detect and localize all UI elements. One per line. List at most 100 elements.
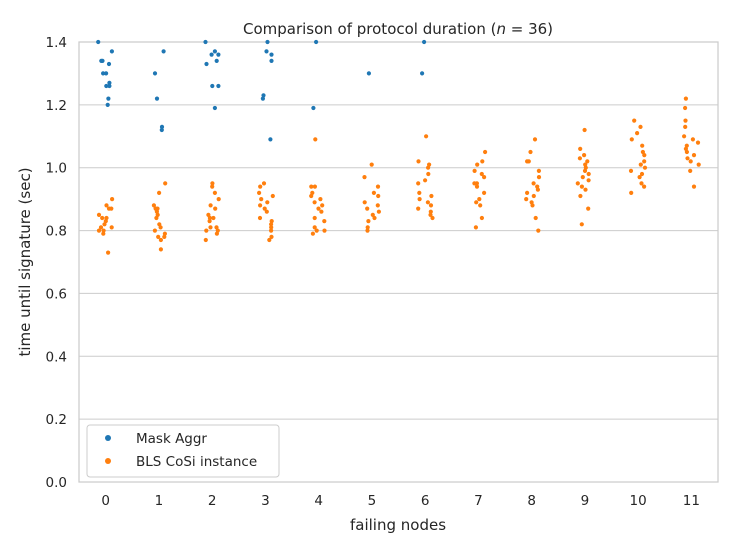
x-tick-label: 4 bbox=[314, 493, 323, 509]
point-bls-cosi bbox=[417, 197, 422, 202]
x-tick-label: 10 bbox=[630, 493, 647, 509]
point-mask-aggr bbox=[154, 96, 160, 101]
point-bls-cosi bbox=[156, 234, 161, 239]
point-mask-aggr bbox=[159, 124, 165, 129]
y-tick-label: 0.2 bbox=[46, 412, 67, 428]
point-bls-cosi bbox=[586, 206, 591, 211]
point-bls-cosi bbox=[314, 228, 319, 233]
point-bls-cosi bbox=[158, 237, 163, 243]
point-bls-cosi bbox=[312, 200, 317, 205]
point-bls-cosi bbox=[365, 225, 370, 230]
point-bls-cosi bbox=[258, 203, 263, 208]
point-bls-cosi bbox=[207, 219, 212, 224]
point-bls-cosi bbox=[375, 203, 380, 208]
point-bls-cosi bbox=[628, 168, 634, 173]
point-bls-cosi bbox=[369, 162, 374, 167]
point-bls-cosi bbox=[362, 200, 367, 205]
x-tick-label: 8 bbox=[527, 493, 536, 509]
point-bls-cosi bbox=[424, 134, 429, 139]
point-bls-cosi bbox=[162, 234, 167, 239]
point-bls-cosi bbox=[528, 149, 533, 155]
point-bls-cosi bbox=[375, 184, 381, 189]
title-suffix: = 36) bbox=[506, 20, 553, 38]
x-tick-label: 11 bbox=[683, 493, 700, 509]
point-bls-cosi bbox=[473, 225, 478, 230]
point-bls-cosi bbox=[371, 190, 376, 195]
point-bls-cosi bbox=[313, 137, 318, 142]
point-bls-cosi bbox=[639, 171, 645, 177]
point-bls-cosi bbox=[322, 219, 327, 224]
point-bls-cosi bbox=[635, 131, 640, 136]
chart-title: Comparison of protocol duration (n = 36) bbox=[243, 20, 553, 38]
point-bls-cosi bbox=[214, 225, 219, 230]
point-bls-cosi bbox=[682, 134, 687, 139]
point-mask-aggr bbox=[107, 80, 112, 85]
point-bls-cosi bbox=[640, 143, 645, 148]
y-tick-label: 0.6 bbox=[46, 286, 67, 302]
plot-frame bbox=[78, 41, 719, 483]
point-bls-cosi bbox=[322, 228, 327, 233]
point-bls-cosi bbox=[267, 237, 272, 243]
point-bls-cosi bbox=[154, 209, 159, 214]
point-bls-cosi bbox=[158, 225, 163, 230]
point-bls-cosi bbox=[213, 206, 218, 211]
point-mask-aggr bbox=[269, 58, 274, 64]
point-bls-cosi bbox=[101, 228, 106, 233]
point-mask-aggr bbox=[101, 71, 106, 76]
y-tick-label: 0.4 bbox=[46, 349, 67, 365]
point-bls-cosi bbox=[696, 162, 701, 167]
point-mask-aggr bbox=[99, 58, 104, 64]
point-bls-cosi bbox=[208, 203, 213, 208]
point-bls-cosi bbox=[318, 197, 323, 202]
x-tick-label: 9 bbox=[581, 493, 590, 509]
point-bls-cosi bbox=[365, 228, 370, 233]
point-mask-aggr bbox=[105, 102, 110, 107]
point-bls-cosi bbox=[211, 215, 216, 221]
point-bls-cosi bbox=[309, 184, 314, 189]
point-bls-cosi bbox=[365, 206, 370, 211]
point-bls-cosi bbox=[426, 165, 431, 170]
point-mask-aggr bbox=[212, 49, 217, 54]
point-bls-cosi bbox=[683, 124, 688, 129]
point-bls-cosi bbox=[101, 231, 106, 236]
point-bls-cosi bbox=[685, 156, 690, 161]
point-mask-aggr bbox=[159, 127, 164, 133]
point-bls-cosi bbox=[642, 159, 647, 164]
point-bls-cosi bbox=[535, 187, 541, 192]
point-bls-cosi bbox=[532, 137, 538, 142]
point-bls-cosi bbox=[269, 228, 274, 233]
point-bls-cosi bbox=[629, 190, 634, 195]
point-bls-cosi bbox=[417, 190, 422, 195]
x-tick-label: 0 bbox=[101, 493, 110, 509]
point-mask-aggr bbox=[260, 96, 265, 101]
point-bls-cosi bbox=[366, 219, 371, 224]
point-bls-cosi bbox=[472, 168, 477, 173]
point-mask-aggr bbox=[216, 83, 221, 89]
point-bls-cosi bbox=[158, 247, 163, 252]
point-mask-aggr bbox=[420, 71, 425, 76]
point-bls-cosi bbox=[524, 197, 529, 202]
point-bls-cosi bbox=[154, 215, 159, 221]
point-bls-cosi bbox=[269, 225, 274, 230]
point-bls-cosi bbox=[479, 215, 484, 221]
point-bls-cosi bbox=[204, 228, 209, 233]
point-bls-cosi bbox=[526, 159, 531, 164]
point-bls-cosi bbox=[106, 250, 111, 255]
legend-marker-mask-aggr bbox=[105, 435, 111, 441]
point-mask-aggr bbox=[106, 96, 111, 101]
point-bls-cosi bbox=[210, 181, 215, 186]
point-bls-cosi bbox=[257, 190, 262, 195]
point-bls-cosi bbox=[688, 168, 693, 173]
point-bls-cosi bbox=[684, 143, 689, 148]
point-bls-cosi bbox=[362, 175, 367, 180]
point-bls-cosi bbox=[578, 193, 583, 199]
point-bls-cosi bbox=[214, 231, 219, 236]
point-bls-cosi bbox=[474, 184, 480, 189]
point-bls-cosi bbox=[264, 209, 269, 214]
point-bls-cosi bbox=[376, 209, 381, 214]
point-mask-aggr bbox=[210, 83, 215, 89]
x-tick-label: 6 bbox=[421, 493, 430, 509]
point-mask-aggr bbox=[214, 58, 219, 64]
legend-marker-bls-cosi bbox=[105, 458, 111, 464]
